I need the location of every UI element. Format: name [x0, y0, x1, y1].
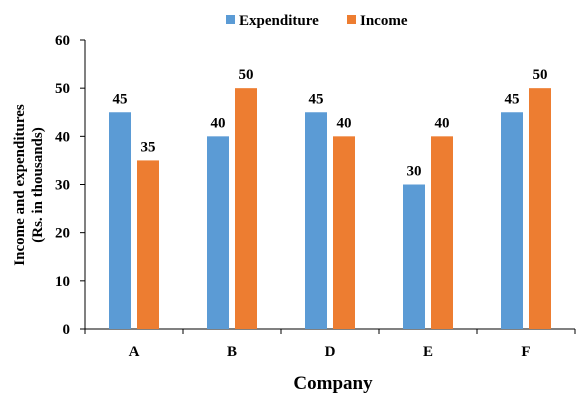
y-tick-label: 30	[55, 178, 70, 194]
bar-income-a	[137, 160, 159, 329]
bar-expenditure-d	[305, 112, 327, 329]
y-tick-label: 60	[55, 33, 70, 49]
data-label-income-a: 35	[141, 139, 156, 155]
data-label-expenditure-f: 45	[505, 91, 520, 107]
y-axis-title-line2: (Rs. in thousands)	[30, 127, 46, 242]
legend-swatch-expenditure	[226, 15, 235, 24]
bar-expenditure-b	[207, 136, 229, 329]
x-tick-label: D	[325, 344, 336, 360]
y-axis-title-line1: Income and expenditures	[12, 104, 28, 266]
bar-expenditure-e	[403, 184, 425, 329]
bar-expenditure-f	[501, 112, 523, 329]
data-labels: 45 35 40 50 45 40 30 40 45 50	[113, 67, 548, 179]
legend-label-expenditure: Expenditure	[239, 13, 319, 29]
bars	[109, 88, 551, 330]
data-label-expenditure-e: 30	[407, 164, 422, 180]
x-tick-label: B	[227, 344, 237, 360]
y-tick-label: 50	[55, 81, 70, 97]
y-tick-label: 0	[63, 322, 71, 338]
bar-income-d	[333, 136, 355, 329]
data-label-expenditure-a: 45	[113, 91, 128, 107]
legend-label-income: Income	[360, 13, 408, 29]
data-label-income-b: 50	[239, 67, 254, 83]
data-label-expenditure-d: 45	[309, 91, 324, 107]
bar-expenditure-a	[109, 112, 131, 329]
data-label-expenditure-b: 40	[211, 115, 226, 131]
bar-income-f	[529, 88, 551, 330]
bar-income-e	[431, 136, 453, 329]
legend-swatch-income	[347, 15, 356, 24]
legend: Expenditure Income	[226, 13, 408, 29]
data-label-income-f: 50	[533, 67, 548, 83]
y-tick-label: 10	[55, 274, 70, 290]
y-tick-label: 20	[55, 226, 70, 242]
y-tick-label: 40	[55, 129, 70, 145]
x-tick-label: F	[521, 344, 530, 360]
bar-income-b	[235, 88, 257, 330]
x-axis-title: Company	[293, 373, 373, 394]
data-label-income-d: 40	[337, 115, 352, 131]
data-label-income-e: 40	[435, 115, 450, 131]
x-tick-label: A	[129, 344, 140, 360]
y-axis: 0 10 20 30 40 50 60	[55, 33, 86, 338]
x-tick-label: E	[423, 344, 433, 360]
